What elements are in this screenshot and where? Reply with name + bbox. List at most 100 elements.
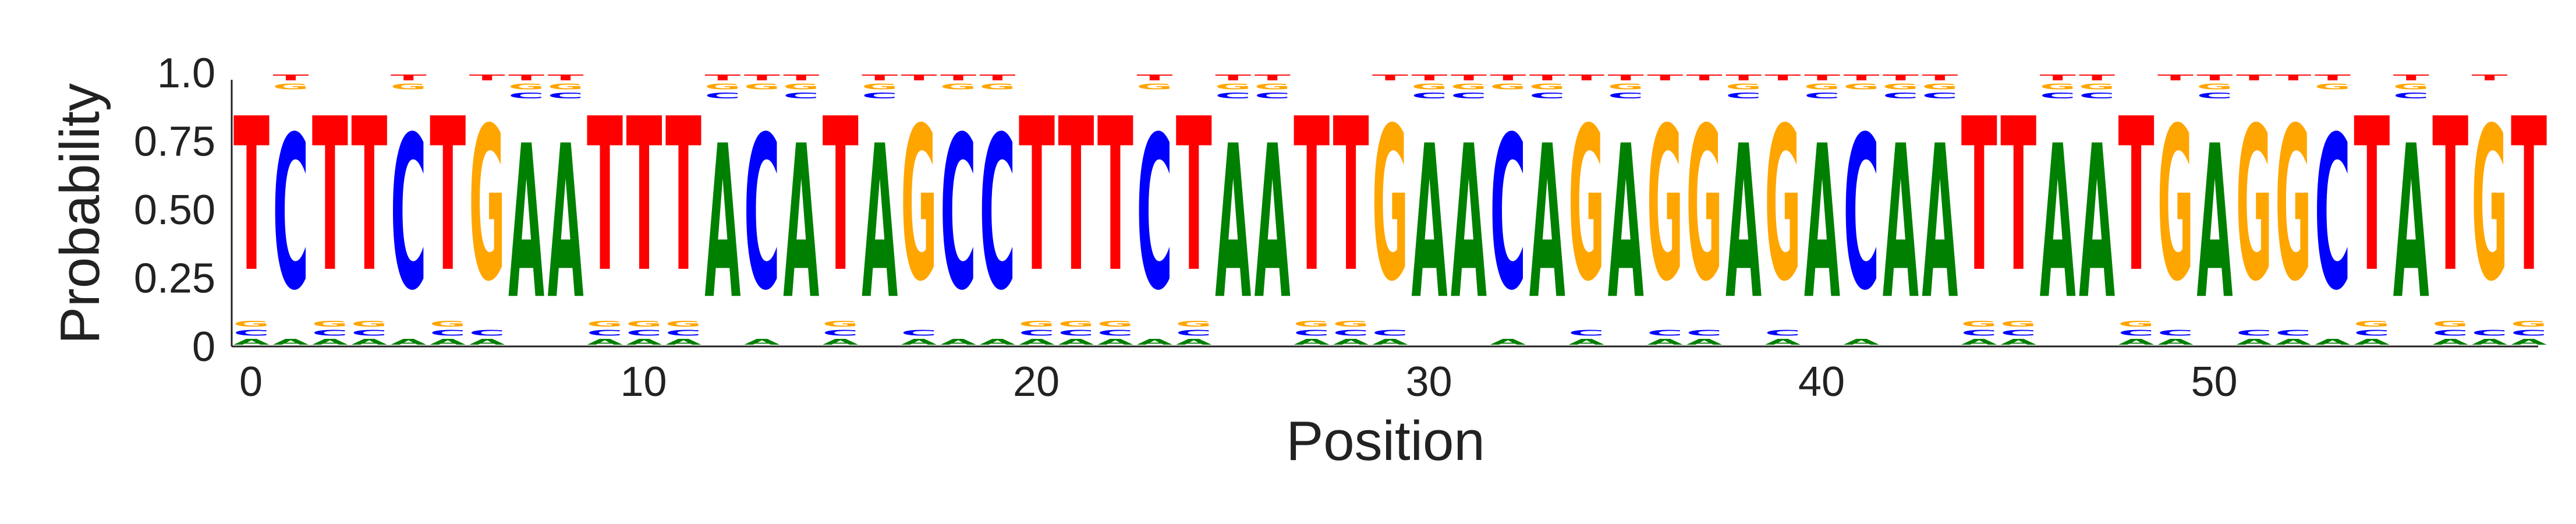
logo-letters: ACGTACGTACGTACGTACGTACGTACGTACGTACGTACGT… [233, 73, 2547, 346]
logo-letter-G: G [1843, 82, 1879, 91]
logo-letter-T: T [2157, 73, 2194, 82]
logo-letter-A: A [351, 338, 388, 346]
logo-letter-C: C [862, 91, 898, 100]
logo-letter-G: G [1451, 82, 1487, 91]
logo-letter-T: T [980, 73, 1016, 82]
logo-letter-C: C [1412, 91, 1448, 100]
logo-letter-T: T [1136, 73, 1172, 82]
logo-letter-C: C [351, 328, 387, 337]
logo-letter-G: G [312, 320, 348, 328]
logo-letter-G: G [1333, 320, 1369, 328]
logo-letter-G: G [2511, 320, 2547, 328]
logo-letter-G: G [233, 320, 270, 328]
logo-letter-A: A [2157, 338, 2194, 346]
y-tick-label: 0.50 [134, 187, 215, 233]
logo-letter-T: T [783, 73, 819, 82]
logo-letter-A: A [430, 338, 466, 346]
logo-letter-A: A [1883, 101, 1919, 346]
logo-letter-G: G [1136, 82, 1172, 91]
logo-letter-T: T [1019, 74, 1055, 319]
x-tick-labels: 0 10 20 30 40 50 [239, 359, 2238, 405]
logo-letter-G: G [704, 82, 740, 91]
logo-letter-C: C [783, 91, 819, 100]
logo-letter-T: T [2315, 73, 2351, 82]
logo-letter-G: G [1255, 82, 1291, 91]
logo-letter-G: G [862, 82, 898, 91]
logo-letter-G: G [2157, 83, 2194, 328]
logo-letter-T: T [2393, 73, 2429, 82]
logo-letter-T: T [744, 73, 780, 82]
logo-letter-G: G [430, 320, 466, 328]
logo-letter-A: A [1529, 101, 1566, 346]
logo-letter-A: A [2275, 338, 2312, 346]
logo-letter-G: G [1529, 82, 1565, 91]
logo-letter-T: T [233, 74, 270, 319]
logo-letter-C: C [2315, 91, 2351, 337]
logo-letter-T: T [1843, 73, 1879, 82]
x-tick-label: 0 [239, 359, 263, 405]
logo-letter-G: G [665, 320, 701, 328]
logo-letter-G: G [626, 320, 662, 328]
logo-letter-C: C [1961, 328, 1997, 337]
logo-letter-C: C [1843, 91, 1879, 337]
logo-letter-T: T [1490, 73, 1526, 82]
x-axis-label: Position [1286, 410, 1485, 472]
logo-letter-G: G [1294, 320, 1330, 328]
logo-letter-T: T [1058, 74, 1094, 319]
y-tick-label: 0.75 [134, 119, 215, 165]
x-tick-label: 50 [2191, 359, 2237, 405]
logo-letter-C: C [626, 328, 662, 337]
logo-letter-G: G [2432, 320, 2468, 328]
logo-letter-A: A [312, 338, 349, 346]
logo-letter-T: T [2432, 74, 2468, 319]
logo-letter-C: C [1255, 91, 1291, 100]
logo-letter-T: T [2000, 74, 2036, 319]
logo-letter-A: A [1412, 101, 1448, 346]
logo-letter-T: T [430, 74, 466, 319]
logo-letter-G: G [2079, 82, 2115, 91]
logo-letter-T: T [1215, 73, 1251, 82]
logo-letter-T: T [2275, 73, 2311, 82]
logo-letter-T: T [2354, 74, 2390, 319]
logo-letter-G: G [391, 82, 427, 91]
logo-letter-T: T [508, 73, 544, 82]
y-tick-labels: 0 0.25 0.50 0.75 1.0 [134, 50, 215, 370]
logo-letter-C: C [1294, 328, 1330, 337]
logo-letter-A: A [901, 338, 938, 346]
logo-letter-A: A [940, 338, 977, 346]
logo-letter-T: T [1922, 73, 1958, 82]
logo-letter-T: T [1412, 73, 1448, 82]
logo-letter-T: T [2040, 73, 2076, 82]
logo-letter-C: C [1883, 91, 1919, 100]
logo-letter-G: G [940, 82, 976, 91]
logo-letter-A: A [1568, 338, 1605, 346]
logo-letter-A: A [2472, 338, 2508, 346]
x-tick-label: 40 [1798, 359, 1845, 405]
logo-letter-G: G [2275, 83, 2311, 328]
logo-letter-T: T [1961, 74, 1997, 319]
logo-letter-C: C [1647, 328, 1683, 337]
x-tick-label: 10 [620, 359, 667, 405]
logo-letter-C: C [2040, 91, 2076, 100]
logo-letter-A: A [1490, 338, 1526, 346]
logo-letter-T: T [391, 73, 427, 82]
logo-letter-A: A [233, 338, 270, 346]
logo-letter-G: G [1097, 320, 1133, 328]
logo-letter-A: A [1765, 338, 1802, 346]
logo-letter-T: T [548, 73, 584, 82]
logo-letter-C: C [1176, 328, 1212, 337]
logo-letter-T: T [2197, 73, 2233, 82]
logo-letter-A: A [1647, 338, 1684, 346]
logo-letter-C: C [2118, 328, 2155, 337]
logo-letter-A: A [704, 101, 741, 346]
logo-letter-G: G [2236, 83, 2272, 328]
logo-letter-C: C [1922, 91, 1958, 100]
logo-letter-G: G [2354, 320, 2390, 328]
logo-letter-G: G [1922, 82, 1958, 91]
logo-letter-G: G [1176, 320, 1212, 328]
logo-letter-A: A [1686, 338, 1723, 346]
logo-letter-G: G [272, 82, 309, 91]
logo-letter-T: T [2079, 73, 2115, 82]
logo-letter-G: G [1725, 82, 1762, 91]
